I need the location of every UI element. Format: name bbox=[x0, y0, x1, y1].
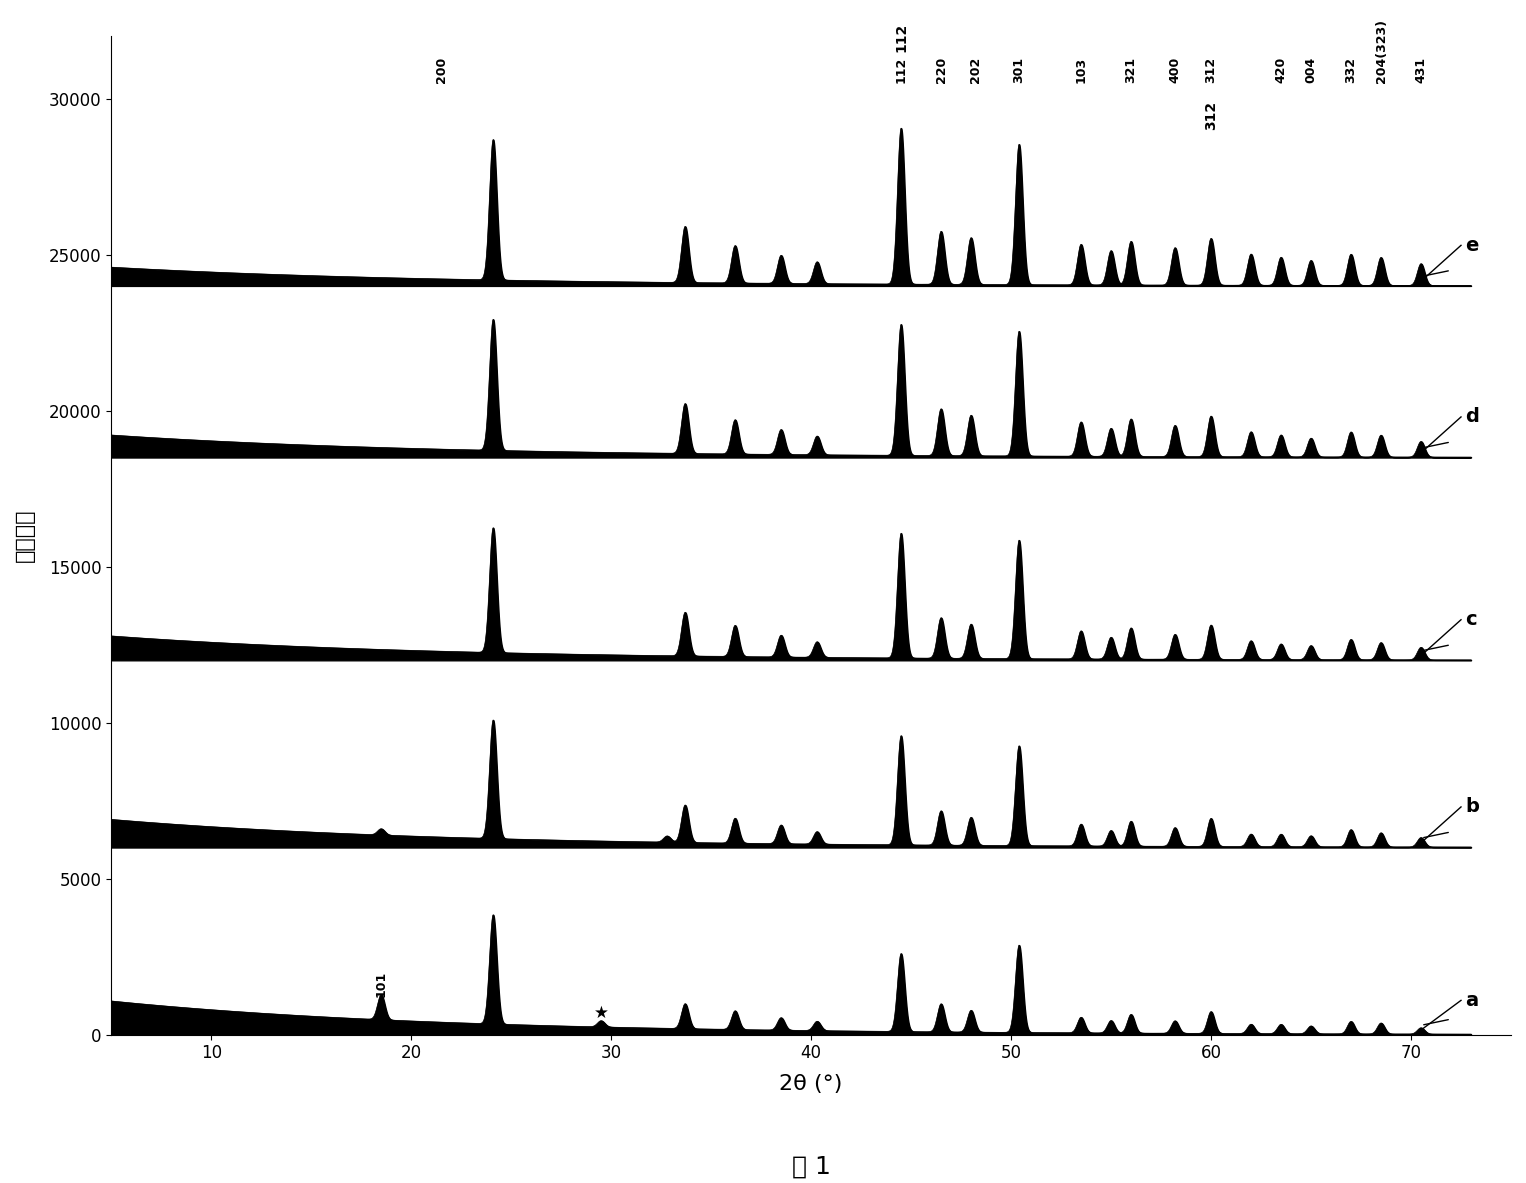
Text: 312: 312 bbox=[1204, 57, 1218, 83]
Text: 332: 332 bbox=[1344, 57, 1358, 83]
Text: ★: ★ bbox=[594, 1004, 609, 1022]
Text: e: e bbox=[1465, 235, 1479, 254]
Y-axis label: 相对强度: 相对强度 bbox=[15, 509, 35, 562]
Text: 004: 004 bbox=[1305, 57, 1317, 83]
Text: a: a bbox=[1465, 991, 1479, 1010]
Text: 321: 321 bbox=[1125, 57, 1137, 83]
Text: c: c bbox=[1465, 610, 1477, 629]
Text: 220: 220 bbox=[934, 57, 948, 83]
Text: 400: 400 bbox=[1169, 57, 1181, 83]
Text: 301: 301 bbox=[1013, 57, 1025, 83]
X-axis label: 2θ (°): 2θ (°) bbox=[780, 1073, 842, 1093]
Text: 431: 431 bbox=[1415, 57, 1427, 83]
Text: 312: 312 bbox=[1204, 101, 1218, 130]
Text: b: b bbox=[1465, 797, 1479, 816]
Text: d: d bbox=[1465, 407, 1479, 426]
Text: 103: 103 bbox=[1074, 57, 1088, 83]
Text: 112: 112 bbox=[894, 57, 908, 83]
Text: 200: 200 bbox=[435, 57, 447, 83]
Text: 420: 420 bbox=[1274, 57, 1288, 83]
Text: 101: 101 bbox=[375, 971, 388, 997]
Text: 图 1: 图 1 bbox=[792, 1155, 830, 1178]
Text: 204(323): 204(323) bbox=[1375, 19, 1387, 83]
Text: 112: 112 bbox=[894, 22, 908, 52]
Text: 202: 202 bbox=[969, 57, 981, 83]
